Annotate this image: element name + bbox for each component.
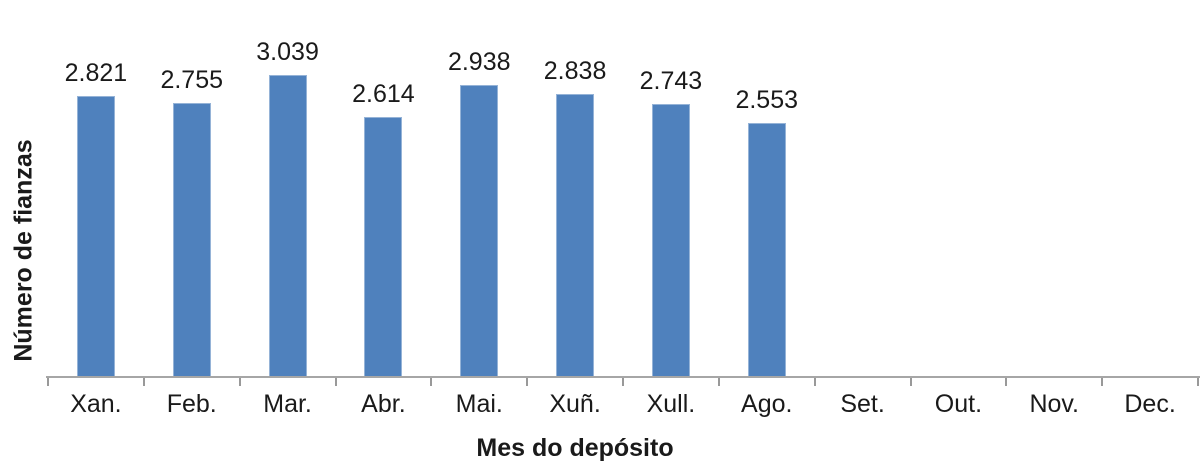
bar-feb bbox=[172, 103, 211, 376]
bar-xan bbox=[76, 96, 115, 376]
x-tick-label: Feb. bbox=[166, 390, 217, 418]
category-slot: Xull. 2.743 bbox=[623, 0, 719, 417]
x-tick-label: Abr. bbox=[361, 390, 406, 418]
category-slot: Abr. 2.614 bbox=[336, 0, 432, 417]
x-tick-label: Mar. bbox=[263, 390, 312, 418]
data-label: 2.614 bbox=[352, 80, 415, 108]
x-axis-tick bbox=[1005, 378, 1008, 386]
x-axis-title: Mes do depósito bbox=[476, 434, 674, 462]
category-slot: Set. bbox=[815, 0, 911, 417]
category-slot: Feb. 2.755 bbox=[144, 0, 240, 417]
x-tick-label: Ago. bbox=[741, 390, 793, 418]
x-axis-tick bbox=[238, 378, 241, 386]
category-slot: Ago. 2.553 bbox=[719, 0, 815, 417]
x-tick-label: Xan. bbox=[70, 390, 122, 418]
data-label: 2.743 bbox=[639, 67, 703, 95]
category-slot: Nov. bbox=[1006, 0, 1102, 417]
x-axis-tick bbox=[430, 378, 433, 386]
x-tick-label: Nov. bbox=[1029, 390, 1080, 418]
x-tick-label: Mai. bbox=[455, 390, 503, 418]
data-label: 2.553 bbox=[735, 86, 799, 114]
x-axis-tick bbox=[334, 378, 337, 386]
x-tick-label: Dec. bbox=[1124, 390, 1176, 418]
bar-mai bbox=[460, 85, 499, 376]
x-axis-line bbox=[46, 376, 1200, 378]
x-axis-tick bbox=[813, 378, 816, 386]
y-axis-title: Número de fianzas bbox=[9, 139, 38, 362]
x-axis-tick bbox=[622, 378, 624, 386]
bar-abr bbox=[364, 117, 403, 376]
data-label: 3.039 bbox=[256, 38, 319, 66]
x-tick-label: Xuñ. bbox=[549, 390, 601, 418]
data-label: 2.821 bbox=[64, 59, 128, 87]
data-label: 2.938 bbox=[447, 48, 511, 76]
category-slot: Dec. bbox=[1102, 0, 1198, 417]
x-axis-tick bbox=[47, 378, 49, 386]
category-slot: Out. bbox=[911, 0, 1007, 417]
category-slot: Xan. 2.821 bbox=[48, 0, 144, 417]
category-slot: Xuñ. 2.838 bbox=[527, 0, 623, 417]
x-axis-tick bbox=[1101, 378, 1104, 386]
x-tick-label: Out. bbox=[934, 390, 983, 418]
category-slot: Mar. 3.039 bbox=[240, 0, 336, 417]
x-tick-label: Xull. bbox=[646, 390, 696, 418]
bar-mar bbox=[268, 75, 307, 376]
x-tick-label: Set. bbox=[840, 390, 885, 418]
bar-xull bbox=[651, 104, 690, 376]
x-axis-tick bbox=[526, 378, 529, 386]
bar-xu bbox=[556, 94, 595, 376]
x-axis-tick bbox=[1197, 378, 1199, 386]
x-axis-tick bbox=[142, 378, 145, 386]
x-axis-tick bbox=[909, 378, 912, 386]
category-slot: Mai. 2.938 bbox=[431, 0, 527, 417]
data-label: 2.838 bbox=[543, 57, 607, 85]
x-axis-tick bbox=[717, 378, 720, 386]
bar-ago bbox=[747, 123, 786, 376]
data-label: 2.755 bbox=[160, 66, 224, 94]
plot-area: Xan. 2.821 Feb. 2.755 Mar. 3.039 Abr. 2.614 Mai.… bbox=[46, 0, 1200, 417]
